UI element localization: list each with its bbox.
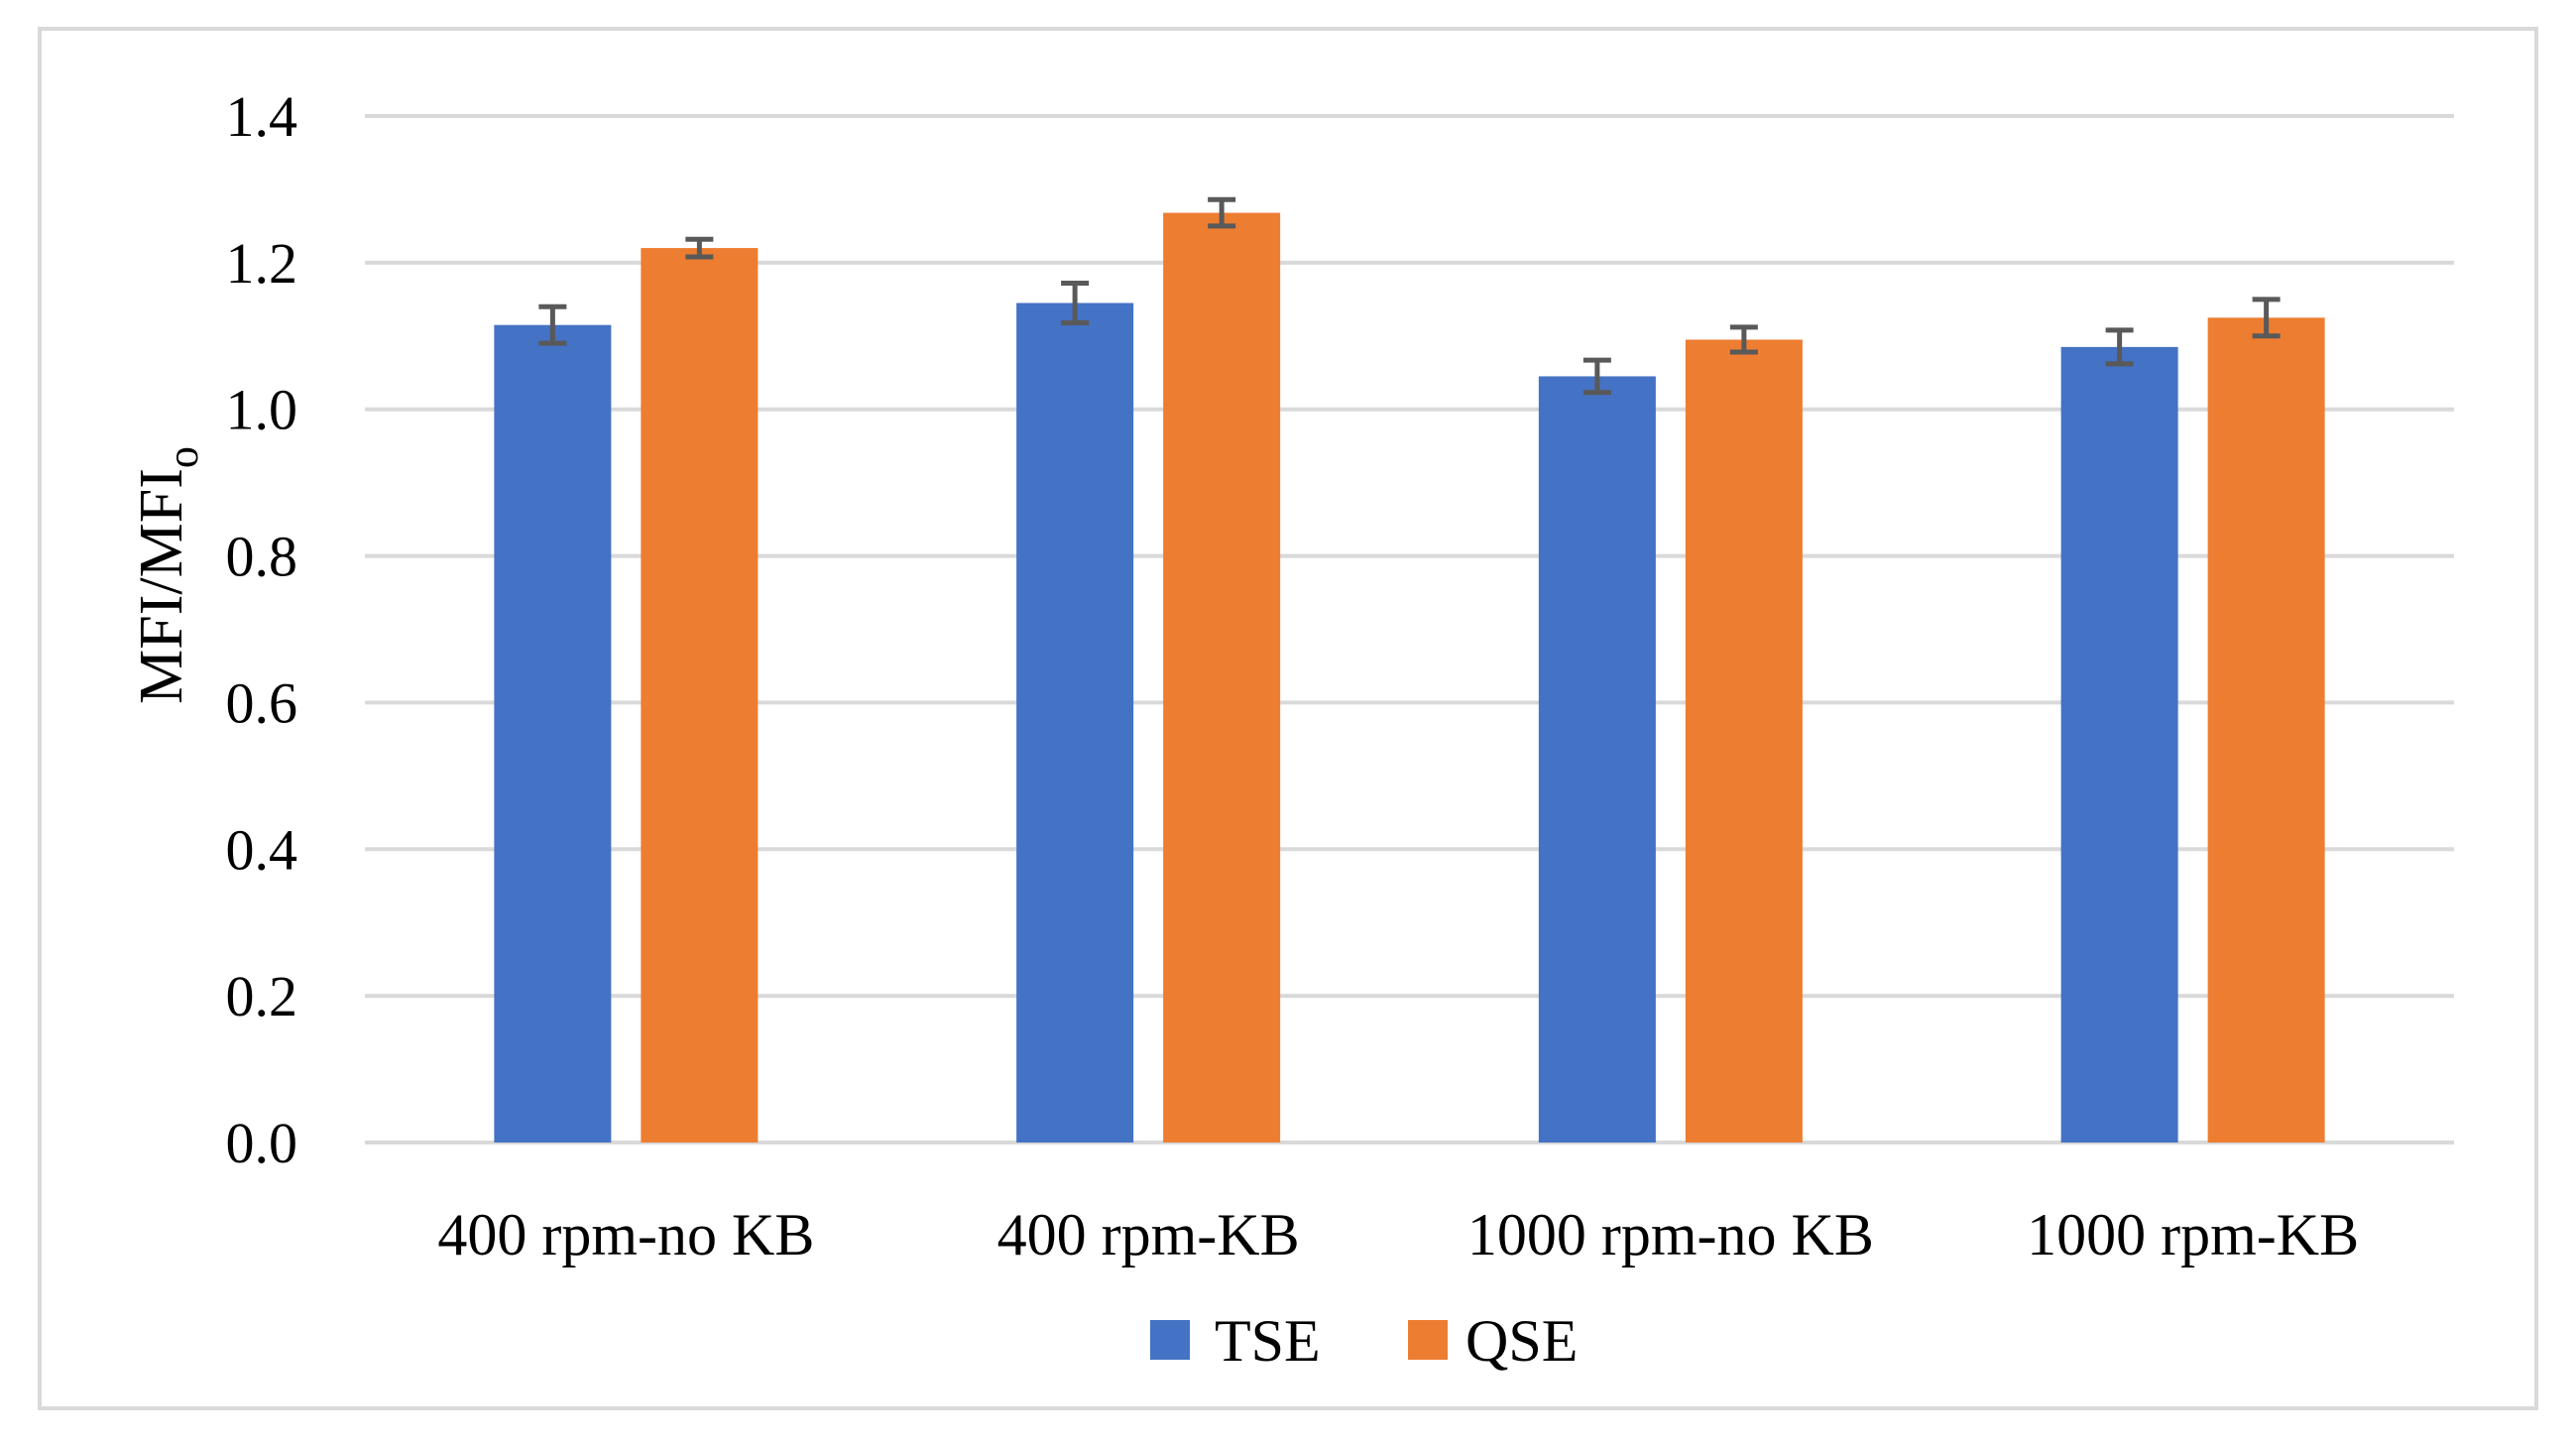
y-tick-label: 0.0 — [226, 1111, 298, 1175]
error-bar — [1582, 357, 1611, 396]
legend-swatch-qse — [1408, 1320, 1448, 1360]
error-bar — [538, 303, 567, 346]
error-bar — [685, 236, 714, 260]
y-tick-label: 1.0 — [226, 378, 298, 442]
bars — [494, 212, 2325, 1144]
bar-qse — [641, 248, 759, 1144]
bar-tse — [494, 324, 612, 1144]
y-tick-label: 0.2 — [226, 964, 298, 1028]
x-category-label: 1000 rpm-KB — [2027, 1202, 2359, 1267]
error-bar — [2105, 327, 2134, 367]
bar-qse — [1163, 212, 1281, 1144]
y-axis-tick-labels: 0.0 0.2 0.4 0.6 0.8 1.0 1.2 1.4 — [226, 84, 298, 1175]
error-bars — [538, 196, 2281, 396]
x-category-label: 1000 rpm-no KB — [1467, 1202, 1874, 1267]
y-tick-label: 0.8 — [226, 525, 298, 589]
error-bar — [1208, 196, 1236, 229]
error-bar — [1729, 324, 1758, 355]
y-tick-label: 0.6 — [226, 670, 298, 735]
y-axis-title: MFI/MFIo — [128, 446, 207, 704]
error-bar — [1061, 281, 1090, 325]
y-tick-label: 0.4 — [226, 817, 298, 882]
bar-qse — [1685, 339, 1803, 1143]
bar-tse — [2060, 346, 2178, 1143]
y-tick-label: 1.2 — [226, 231, 298, 296]
x-axis-category-labels: 400 rpm-no KB 400 rpm-KB 1000 rpm-no KB 100… — [437, 1202, 2359, 1267]
y-axis-title-subscript: o — [159, 446, 207, 468]
legend-label-tse: TSE — [1215, 1308, 1321, 1374]
x-category-label: 400 rpm-KB — [997, 1202, 1300, 1267]
legend: TSE QSE — [1150, 1308, 1578, 1374]
x-category-label: 400 rpm-no KB — [437, 1202, 814, 1267]
legend-swatch-tse — [1150, 1320, 1190, 1360]
bar-tse — [1538, 376, 1656, 1144]
error-bar — [2252, 297, 2281, 339]
legend-label-qse: QSE — [1465, 1308, 1578, 1374]
bar-tse — [1016, 302, 1134, 1144]
bar-qse — [2207, 317, 2325, 1143]
y-tick-label: 1.4 — [226, 84, 298, 149]
